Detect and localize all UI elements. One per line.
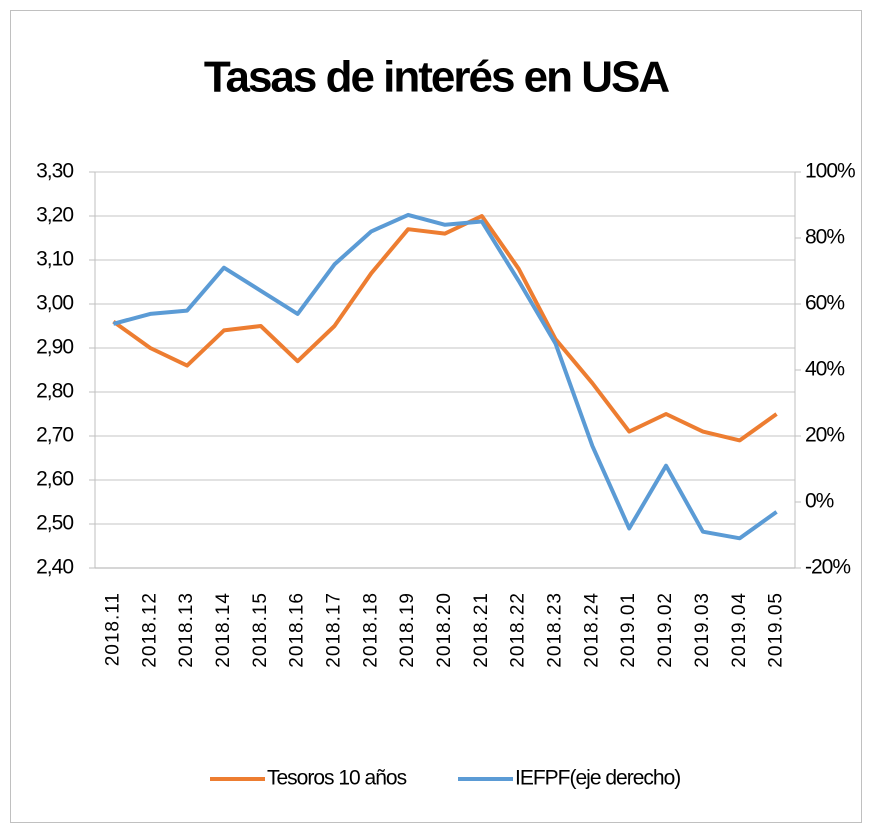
y-tick-label: 2,60	[36, 468, 73, 491]
y-tick-label: 2,80	[36, 380, 73, 403]
x-tick-label: 2018.21	[471, 592, 492, 668]
x-tick-label: 2018.13	[176, 592, 197, 668]
y-tick-label: 2,70	[36, 424, 73, 447]
x-tick-label: 2018.24	[581, 592, 602, 668]
y2-tick-label: 40%	[805, 358, 844, 381]
y-tick-label: 3,30	[36, 160, 73, 183]
y2-tick-label: 60%	[805, 292, 844, 315]
x-tick-label: 2018.22	[508, 592, 529, 668]
x-tick-label: 2018.19	[397, 592, 418, 668]
legend-label: Tesoros 10 años	[267, 767, 407, 790]
y-tick-label: 3,20	[36, 204, 73, 227]
legend-label: IEFPF(eje derecho)	[515, 767, 680, 790]
x-tick-label: 2019.04	[729, 592, 750, 668]
y2-tick-label: -20%	[805, 556, 850, 579]
y2-tick-label: 0%	[805, 490, 834, 513]
x-tick-label: 2018.17	[323, 592, 344, 668]
x-tick-label: 2018.16	[287, 592, 308, 668]
x-tick-label: 2018.14	[213, 592, 234, 668]
series-line	[112, 214, 778, 443]
x-tick-label: 2018.15	[250, 592, 271, 668]
y-tick-label: 2,90	[36, 336, 73, 359]
x-tick-label: 2019.03	[692, 592, 713, 668]
y2-tick-label: 20%	[805, 424, 844, 447]
y-tick-label: 3,00	[36, 292, 73, 315]
x-tick-label: 2018.11	[102, 592, 123, 666]
series-line	[112, 212, 778, 541]
chart-border	[10, 10, 862, 823]
y2-tick-label: 80%	[805, 226, 844, 249]
x-tick-label: 2019.01	[618, 592, 639, 668]
y-tick-label: 3,10	[36, 248, 73, 271]
x-tick-label: 2018.12	[139, 592, 160, 668]
y-tick-label: 2,50	[36, 512, 73, 535]
y-tick-label: 2,40	[36, 556, 73, 579]
x-tick-label: 2018.23	[545, 592, 566, 668]
chart-title: Tasas de interés en USA	[204, 53, 670, 102]
x-tick-label: 2019.02	[655, 592, 676, 668]
y2-tick-label: 100%	[805, 160, 855, 183]
x-tick-label: 2018.20	[434, 592, 455, 668]
x-tick-label: 2019.05	[766, 592, 787, 668]
x-tick-label: 2018.18	[360, 592, 381, 668]
